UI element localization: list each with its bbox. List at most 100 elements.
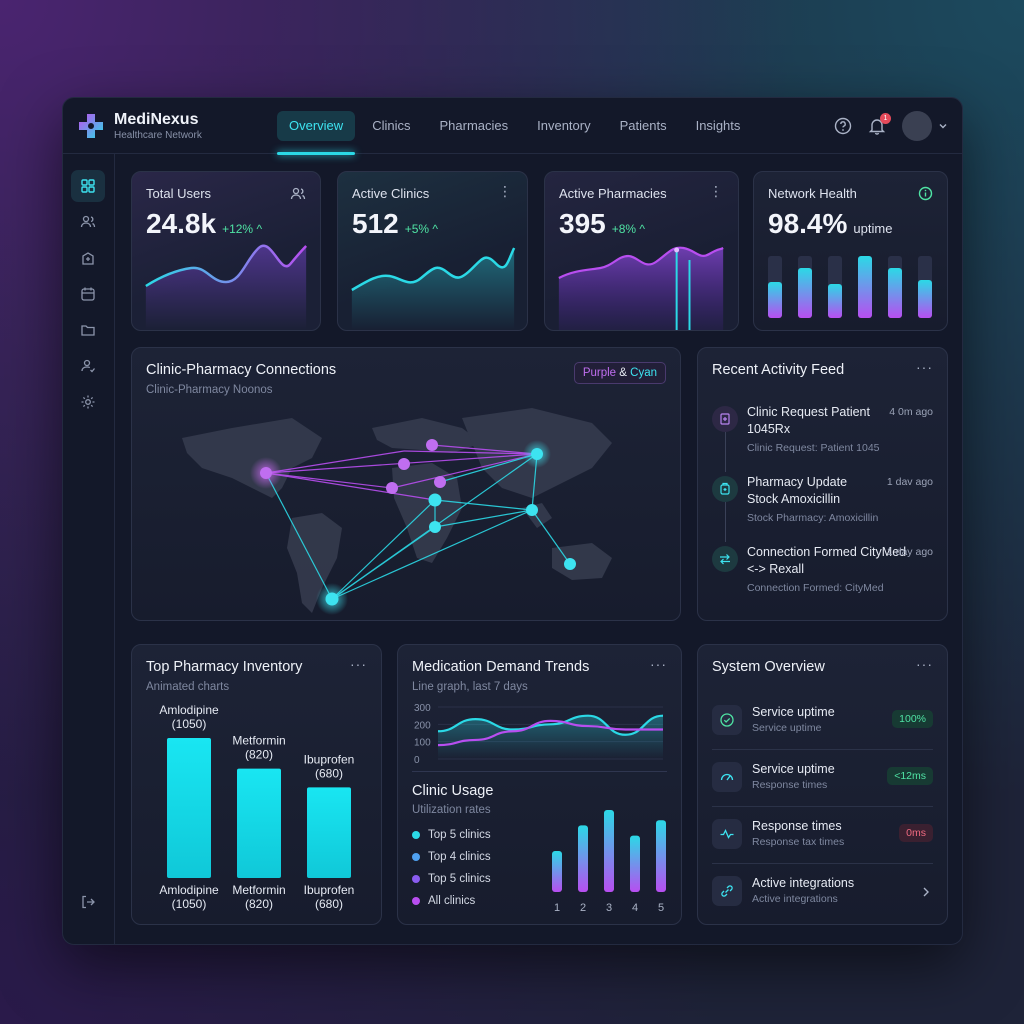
sidebar-item-dashboard[interactable] <box>71 170 105 202</box>
divider <box>412 771 667 772</box>
sidebar-item-users[interactable] <box>71 206 105 238</box>
sidebar-item-files[interactable] <box>71 314 105 346</box>
sidebar-item-calendar[interactable] <box>71 278 105 310</box>
feed-item[interactable]: Pharmacy Update Stock Amoxicillin Stock … <box>712 474 933 542</box>
legend-item: Top 5 clinics <box>412 829 491 841</box>
top-actions: 1 <box>834 111 948 141</box>
feed-item-sub: Connection Formed: CityMed <box>747 582 884 594</box>
bar-top-label: Ibuprofen <box>304 752 355 766</box>
bar-top-value: (1050) <box>172 717 207 731</box>
feed-item[interactable]: Connection Formed CityMed <-> Rexall Con… <box>712 544 933 612</box>
tab-patients[interactable]: Patients <box>619 118 667 133</box>
usage-subtitle: Utilization rates <box>412 804 491 816</box>
sidebar-item-patients[interactable] <box>71 350 105 382</box>
system-row-title: Response times <box>752 819 842 833</box>
color-legend-pill[interactable]: Purple & Cyan <box>573 362 666 384</box>
stat-title: Network Health <box>768 186 857 201</box>
stat-card-network-health[interactable]: Network Health 98.4% uptime <box>753 171 948 331</box>
stat-card-active-clinics[interactable]: Active Clinics ⋮ 512 +5% ^ <box>337 171 528 331</box>
legend-swatch <box>412 831 420 839</box>
more-icon[interactable]: ··· <box>650 656 667 672</box>
system-row-sub: Response tax times <box>752 836 845 848</box>
more-icon[interactable]: ··· <box>916 359 933 375</box>
sidebar-item-settings[interactable] <box>71 386 105 418</box>
usage-bar-1[interactable] <box>552 851 562 892</box>
system-row[interactable]: Service uptime Service uptime 100% <box>712 693 933 750</box>
bar-top-value: (680) <box>315 766 343 780</box>
system-row-sub: Service uptime <box>752 722 822 734</box>
stat-value: 512 +5% ^ <box>352 208 438 240</box>
inventory-chart-card: Top Pharmacy Inventory Animated charts ·… <box>131 644 382 925</box>
x-tick-label: 4 <box>632 902 638 914</box>
more-icon[interactable]: ··· <box>350 656 367 672</box>
y-tick-label: 300 <box>414 703 431 714</box>
calendar-icon <box>81 287 95 301</box>
bar-metformin[interactable] <box>237 768 281 878</box>
system-row-title: Service uptime <box>752 705 835 719</box>
stat-value: 395 +8% ^ <box>559 208 645 240</box>
stat-number: 98.4% <box>768 208 848 239</box>
status-badge: 0ms <box>899 824 933 842</box>
bell-icon <box>868 119 886 135</box>
inventory-title: Top Pharmacy Inventory <box>146 659 303 675</box>
stat-card-total-users[interactable]: Total Users 24.8k +12% ^ <box>131 171 321 331</box>
health-bars <box>768 256 932 318</box>
brand-name: MediNexus <box>114 111 199 128</box>
bar-ibuprofen[interactable] <box>307 787 351 878</box>
legend-label: Top 5 clinics <box>428 829 491 841</box>
system-row[interactable]: Service uptime Response times <12ms <box>712 750 933 807</box>
stat-card-active-pharmacies[interactable]: Active Pharmacies ⋮ 395 +8% ^ <box>544 171 739 331</box>
system-row-title: Service uptime <box>752 762 835 776</box>
sidebar-item-clinics[interactable] <box>71 242 105 274</box>
tab-inventory[interactable]: Inventory <box>537 118 591 133</box>
usage-bar-4[interactable] <box>630 835 640 892</box>
bar-bottom-label: Metformin <box>232 883 285 897</box>
system-row-title: Active integrations <box>752 876 855 890</box>
legend-label: Top 5 clinics <box>428 873 491 885</box>
tab-clinics[interactable]: Clinics <box>372 118 411 133</box>
feed-item-title: Pharmacy Update Stock Amoxicillin <box>747 475 848 506</box>
y-tick-label: 200 <box>414 720 431 731</box>
usage-bar-chart: 1 2 3 4 5 <box>552 810 666 914</box>
pharmacy-icon <box>712 476 738 502</box>
more-icon[interactable]: ··· <box>916 656 933 672</box>
pill-amp: & <box>619 367 627 379</box>
feed-item-sub: Clinic Request: Patient 1045 <box>747 442 880 454</box>
feed-item-time: 1 dav ago <box>886 476 933 488</box>
system-row[interactable]: Active integrations Active integrations <box>712 864 933 921</box>
connections-map-card: Clinic-Pharmacy Connections Clinic-Pharm… <box>131 347 681 621</box>
clinic-icon <box>82 252 94 265</box>
more-icon[interactable]: ⋮ <box>709 183 724 199</box>
tab-overview[interactable]: Overview <box>277 111 356 155</box>
more-icon[interactable]: ⋮ <box>498 183 513 199</box>
feed-item-title: Connection Formed CityMed <-> Rexall <box>747 545 907 576</box>
bar-top-label: Amlodipine <box>159 703 219 717</box>
usage-bar-3[interactable] <box>604 810 614 892</box>
pharmacies-sparkline <box>558 246 724 330</box>
x-tick-label: 3 <box>606 902 612 914</box>
series-line-0 <box>437 714 664 736</box>
notifications-button[interactable]: 1 <box>868 113 891 135</box>
status-badge: 100% <box>892 710 933 728</box>
usage-bar-5[interactable] <box>656 820 666 892</box>
tab-pharmacies[interactable]: Pharmacies <box>439 118 509 133</box>
feed-title: Recent Activity Feed <box>712 362 845 378</box>
map-subtitle: Clinic-Pharmacy Noonos <box>146 384 273 396</box>
feed-item-title: Clinic Request Patient 1045Rx <box>747 405 870 436</box>
info-icon[interactable] <box>918 186 933 201</box>
feed-item[interactable]: Clinic Request Patient 1045Rx Clinic Req… <box>712 404 933 472</box>
usage-bar-2[interactable] <box>578 825 588 892</box>
brand: MediNexus Healthcare Network <box>114 111 202 141</box>
chevron-right-icon[interactable] <box>921 886 931 898</box>
system-row[interactable]: Response times Response tax times 0ms <box>712 807 933 864</box>
logout-button[interactable] <box>71 886 105 918</box>
bar-bottom-value: (1050) <box>172 897 207 911</box>
help-icon[interactable] <box>834 117 852 135</box>
pill-purple: Purple <box>582 367 617 379</box>
user-menu[interactable] <box>902 111 948 141</box>
users-icon <box>80 215 96 228</box>
stat-number: 24.8k <box>146 208 217 239</box>
world-map[interactable] <box>132 388 681 621</box>
tab-insights[interactable]: Insights <box>695 118 741 133</box>
bar-amlodipine[interactable] <box>167 738 211 878</box>
